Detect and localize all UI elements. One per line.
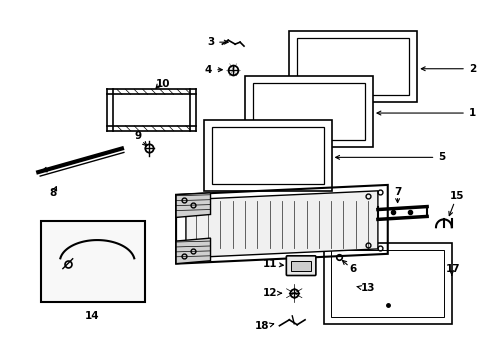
Text: 3: 3 [206,37,228,47]
Text: 8: 8 [49,188,57,198]
Polygon shape [323,243,451,324]
Text: 17: 17 [445,264,459,274]
Text: 10: 10 [156,80,170,90]
Text: 2: 2 [421,64,475,74]
Text: 12: 12 [262,288,276,298]
Polygon shape [176,193,210,217]
Text: 7: 7 [393,187,401,197]
Text: 15: 15 [448,191,463,201]
Text: 18: 18 [254,321,268,331]
Polygon shape [289,31,416,102]
Text: 1: 1 [376,108,475,118]
Bar [41,221,144,302]
Text: 13: 13 [360,283,375,293]
Text: 9: 9 [134,131,141,141]
Text: 6: 6 [349,264,356,274]
Text: 5: 5 [335,152,445,162]
Text: 4: 4 [204,65,222,75]
Text: 11: 11 [262,259,276,269]
Bar [291,261,310,271]
Text: 16: 16 [83,261,98,271]
Polygon shape [185,191,377,258]
Polygon shape [176,238,210,264]
Polygon shape [203,120,331,191]
FancyBboxPatch shape [286,256,315,275]
Text: 14: 14 [85,311,100,321]
Polygon shape [244,76,372,147]
